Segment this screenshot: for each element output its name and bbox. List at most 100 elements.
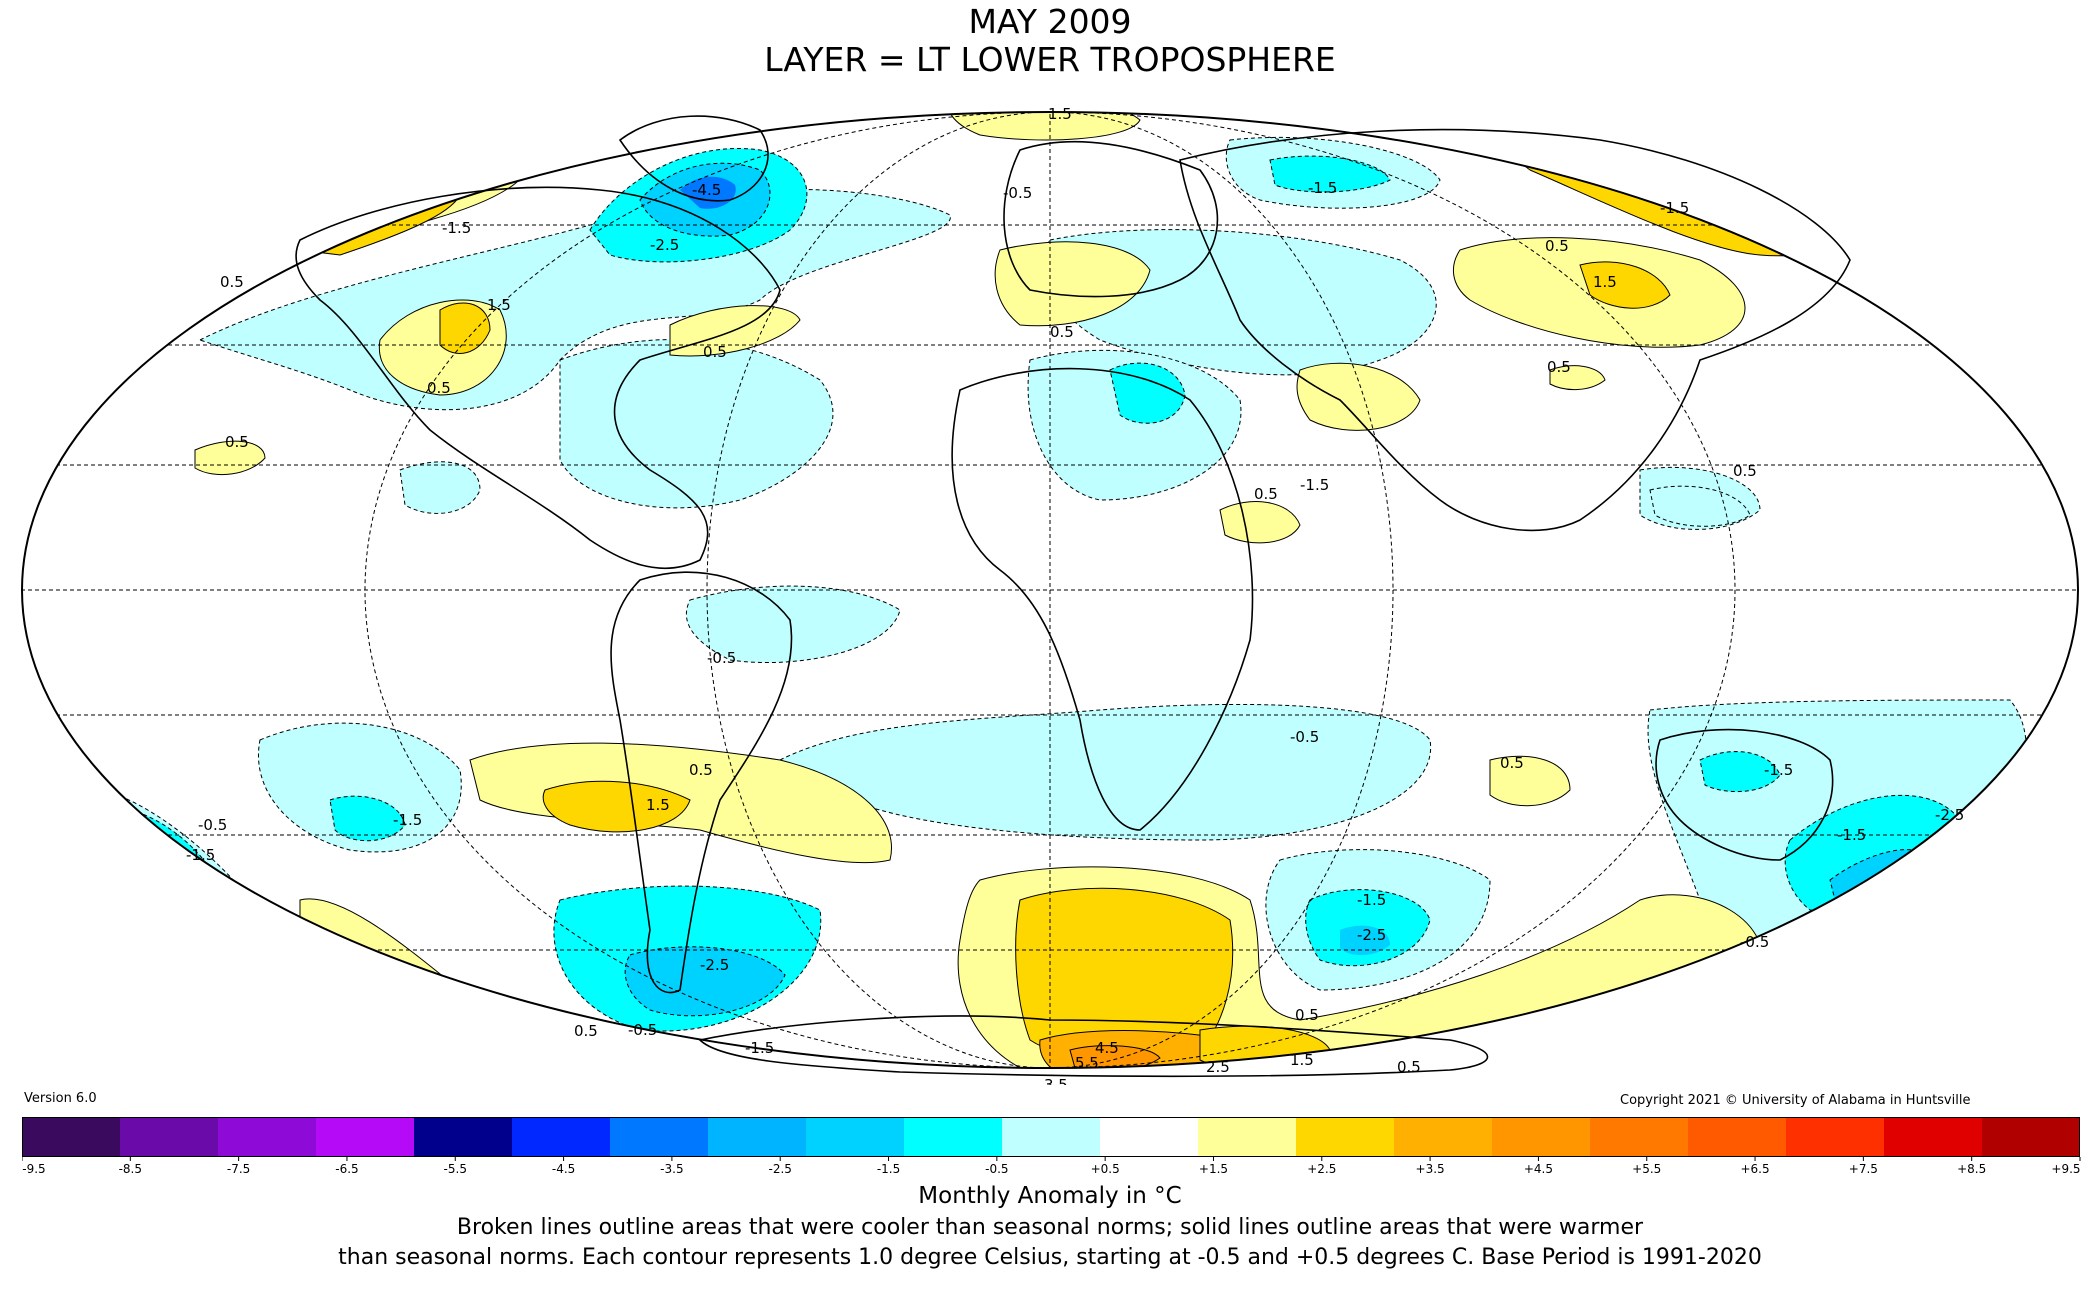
colorbar-segment xyxy=(1688,1117,1786,1157)
warm-region xyxy=(1549,365,1606,390)
contour-labels: -4.5 -2.5 -1.5 0.5 1.5 0.5 0.5 0.5 -1.5 … xyxy=(186,105,1964,1085)
colorbar-segment xyxy=(1590,1117,1688,1157)
contour-label: -1.5 xyxy=(442,219,471,237)
contour-label: 0.5 xyxy=(703,343,727,361)
colorbar-segment xyxy=(1786,1117,1884,1157)
contour-label: -4.5 xyxy=(692,181,721,199)
colorbar-tick-label: +0.5 xyxy=(1091,1162,1120,1176)
contour-label: 1.5 xyxy=(1290,1051,1314,1069)
south-america-outline xyxy=(610,571,793,994)
warm-region xyxy=(1219,501,1301,544)
contour-label: -1.5 xyxy=(393,811,422,829)
colorbar-tick-label: -0.5 xyxy=(985,1162,1008,1176)
north-america-outline xyxy=(295,186,781,569)
australia-outline xyxy=(1655,728,1834,861)
note-line-2: than seasonal norms. Each contour repres… xyxy=(338,1245,1762,1270)
europe-outline xyxy=(1003,140,1219,298)
colorbar-segment xyxy=(1394,1117,1492,1157)
colorbar-tick-label: -6.5 xyxy=(335,1162,358,1176)
cool-region xyxy=(1340,925,1390,956)
contour-label: -1.5 xyxy=(745,1039,774,1057)
colorbar-tick-label: +1.5 xyxy=(1199,1162,1228,1176)
cool-region xyxy=(624,946,786,1017)
colorbar-segment xyxy=(316,1117,414,1157)
greenland-outline xyxy=(618,115,769,202)
contour-label: 1.5 xyxy=(487,296,511,314)
colorbar-tick-label: -8.5 xyxy=(119,1162,142,1176)
antarctica-outline xyxy=(698,1015,1488,1078)
contour-label: -0.5 xyxy=(628,1021,657,1039)
contour-label: -1.5 xyxy=(1764,761,1793,779)
colorbar-segment xyxy=(1198,1117,1296,1157)
cool-region xyxy=(779,703,1432,841)
contour-label: 0.5 xyxy=(427,379,451,397)
contour-label: -0.5 xyxy=(1003,184,1032,202)
contour-label: 0.5 xyxy=(1254,485,1278,503)
colorbar-tick-label: +3.5 xyxy=(1416,1162,1445,1176)
colorbar-segment xyxy=(904,1117,1002,1157)
cool-region xyxy=(258,722,462,853)
contour-label: -0.5 xyxy=(707,649,736,667)
anomaly-map: -4.5 -2.5 -1.5 0.5 1.5 0.5 0.5 0.5 -1.5 … xyxy=(21,105,2079,1085)
africa-outline xyxy=(951,367,1254,831)
colorbar-segment xyxy=(806,1117,904,1157)
contour-label: 0.5 xyxy=(1547,358,1571,376)
contour-label: 0.5 xyxy=(220,273,244,291)
cool-region xyxy=(329,795,406,842)
cool-region xyxy=(1699,751,1781,793)
warm-region xyxy=(1296,362,1421,431)
colorbar-tick-label: +8.5 xyxy=(1957,1162,1986,1176)
colorbar-segment xyxy=(1002,1117,1100,1157)
colorbar-segment xyxy=(1982,1117,2080,1157)
colorbar-tick-label: +2.5 xyxy=(1307,1162,1336,1176)
cool-region xyxy=(1649,485,1751,527)
colorbar-segment xyxy=(1492,1117,1590,1157)
colorbar-border xyxy=(22,1117,2080,1157)
contour-label: 2.5 xyxy=(1206,1058,1230,1076)
cool-region xyxy=(1269,155,1391,193)
colorbar-segment xyxy=(22,1117,120,1157)
contour-label: -1.5 xyxy=(1660,199,1689,217)
contour-label: 0.5 xyxy=(574,1022,598,1040)
map-subtitle: LAYER = LT LOWER TROPOSPHERE xyxy=(764,40,1336,79)
coastlines xyxy=(295,115,1851,1078)
colorbar-tick-label: -9.5 xyxy=(22,1162,45,1176)
contour-label: 0.5 xyxy=(225,433,249,451)
colorbar: -9.5 -8.5 -7.5 -6.5 -5.5 -4.5 -3.5 -2.5 -1.5 -0.5… xyxy=(22,1117,2081,1176)
colorbar-tick-label: +6.5 xyxy=(1740,1162,1769,1176)
contour-label: 5.5 xyxy=(1075,1054,1099,1072)
asia-outline xyxy=(1179,128,1851,532)
contour-label: -2.5 xyxy=(700,956,729,974)
contour-label: -1.5 xyxy=(1357,891,1386,909)
contour-label: 1.5 xyxy=(646,796,670,814)
contour-label: 1.5 xyxy=(1048,105,1072,123)
contour-label: 0.5 xyxy=(1397,1058,1421,1076)
contour-label: -2.5 xyxy=(1357,926,1386,944)
anomaly-fields xyxy=(99,112,2027,1068)
warm-region xyxy=(1489,755,1571,807)
colorbar-tick-label: -7.5 xyxy=(227,1162,250,1176)
contour-label: 0.5 xyxy=(1545,237,1569,255)
contour-label: -1.5 xyxy=(1300,476,1329,494)
copyright-label: Copyright 2021 © University of Alabama i… xyxy=(1620,1093,1971,1108)
colorbar-segment xyxy=(610,1117,708,1157)
colorbar-tick-label: -3.5 xyxy=(660,1162,683,1176)
contour-label: 0.5 xyxy=(1050,323,1074,341)
contour-label: 0.5 xyxy=(1733,462,1757,480)
warm-region xyxy=(439,302,491,354)
contour-label: -2.5 xyxy=(650,236,679,254)
colorbar-segment xyxy=(708,1117,806,1157)
warm-region xyxy=(542,780,691,833)
contour-label: 4.5 xyxy=(1095,1039,1119,1057)
note-line-1: Broken lines outline areas that were coo… xyxy=(456,1215,1644,1240)
cool-region xyxy=(399,461,481,514)
contour-label: 0.5 xyxy=(1500,754,1524,772)
warm-region xyxy=(1069,1045,1161,1068)
colorbar-segment xyxy=(512,1117,610,1157)
contour-label: -0.5 xyxy=(1290,728,1319,746)
cool-region xyxy=(1109,362,1186,424)
colorbar-tick-label: -2.5 xyxy=(768,1162,791,1176)
contour-label: 3.5 xyxy=(1044,1076,1068,1085)
cool-region xyxy=(559,339,834,509)
colorbar-tick-label: +9.5 xyxy=(2051,1162,2080,1176)
